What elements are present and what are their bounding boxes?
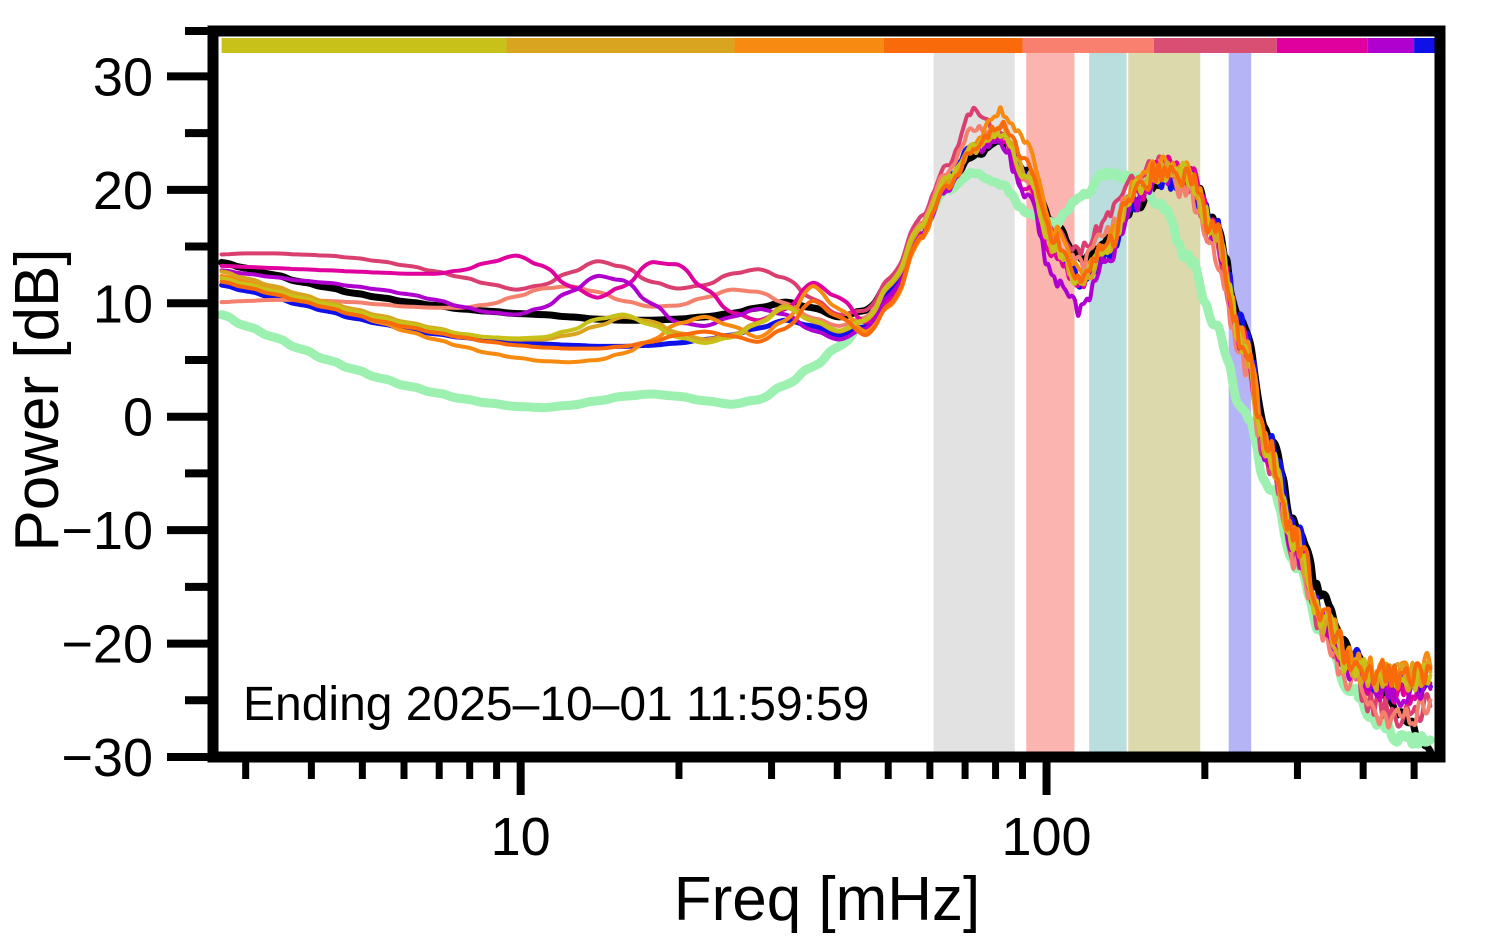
y-tick-label: 30: [93, 47, 153, 107]
colorbar-seg-magenta: [1276, 38, 1368, 53]
plot-frame-left: [207, 25, 219, 763]
y-tick-label: −20: [61, 615, 153, 675]
colorbar-seg-olive: [221, 38, 507, 53]
plot-frame-top: [207, 25, 1446, 37]
plot-frame-layer: [207, 25, 1446, 763]
band-teal: [1089, 53, 1127, 757]
axis-ticks-layer: [167, 27, 1418, 795]
colorbar-seg-crimson: [1153, 38, 1277, 53]
colorbar-seg-purple: [1367, 38, 1415, 53]
y-tick-label: −30: [61, 728, 153, 788]
x-tick-label: 100: [1001, 807, 1091, 867]
colorbar-seg-orange: [734, 38, 884, 53]
data-traces-layer: [217, 105, 1435, 755]
y-tick-label: 20: [93, 161, 153, 221]
plot-frame-bottom: [207, 751, 1446, 763]
colorbar-seg-salmon: [1022, 38, 1154, 53]
y-axis-title: Power [dB]: [3, 248, 72, 551]
plot-frame-right: [1434, 25, 1446, 763]
y-tick-label: 10: [93, 274, 153, 334]
trace-trace-orange2: [219, 119, 1433, 691]
colorbar-layer: [221, 38, 1440, 53]
colorbar-seg-blue: [1414, 38, 1440, 53]
colorbar-seg-orange2: [883, 38, 1023, 53]
colorbar-seg-gold: [506, 38, 735, 53]
ending-timestamp-annotation: Ending 2025–10–01 11:59:59: [243, 678, 869, 731]
y-tick-label: 0: [123, 388, 153, 448]
trace-trace-olive: [219, 130, 1433, 693]
shaded-bands-layer: [933, 53, 1252, 757]
x-axis-title: Freq [mHz]: [674, 865, 981, 934]
y-tick-label: −10: [61, 501, 153, 561]
x-tick-label: 10: [491, 807, 551, 867]
